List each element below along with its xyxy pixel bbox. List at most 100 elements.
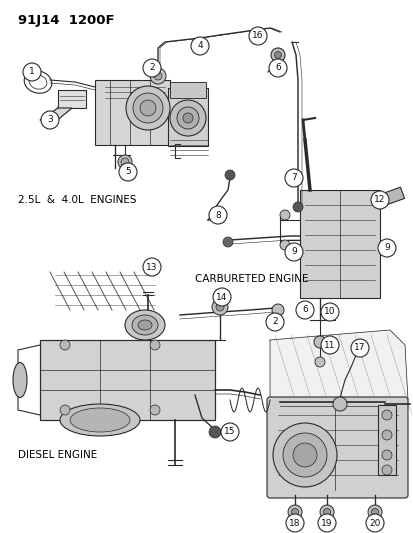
Circle shape [183,113,192,123]
Circle shape [332,397,346,411]
Circle shape [266,313,283,331]
Polygon shape [269,330,407,420]
Bar [58,90,86,108]
Bar [168,88,207,146]
Circle shape [209,206,226,224]
Circle shape [133,93,163,123]
Circle shape [319,505,333,519]
Circle shape [221,423,238,441]
Circle shape [170,100,206,136]
Bar [40,340,214,420]
Text: 5: 5 [125,167,131,176]
Bar [377,405,395,475]
Circle shape [370,508,377,515]
Circle shape [154,72,161,80]
Circle shape [223,237,233,247]
Text: 2: 2 [149,63,154,72]
Text: 20: 20 [368,519,380,528]
Text: 14: 14 [216,293,227,302]
Circle shape [211,299,228,315]
Ellipse shape [138,320,152,330]
Text: 91J14  1200F: 91J14 1200F [18,14,114,27]
Circle shape [60,405,70,415]
Text: 18: 18 [289,519,300,528]
Text: 4: 4 [197,42,202,51]
Circle shape [381,430,391,440]
Circle shape [119,163,137,181]
Circle shape [140,100,156,116]
Ellipse shape [13,362,27,398]
Text: 2: 2 [271,318,277,327]
Text: 2.5L  &  4.0L  ENGINES: 2.5L & 4.0L ENGINES [18,195,136,205]
Text: 10: 10 [323,308,335,317]
Circle shape [190,37,209,55]
Circle shape [118,155,132,169]
Text: 17: 17 [354,343,365,352]
Text: 16: 16 [252,31,263,41]
Ellipse shape [132,315,158,335]
Circle shape [367,505,381,519]
Circle shape [284,243,302,261]
Text: 13: 13 [146,262,157,271]
Ellipse shape [70,408,130,432]
Circle shape [271,304,283,316]
Text: 8: 8 [215,211,221,220]
Ellipse shape [60,404,140,436]
Text: 15: 15 [224,427,235,437]
Text: 6: 6 [275,63,280,72]
Bar [95,80,170,145]
Circle shape [150,340,159,350]
Circle shape [279,210,289,220]
Circle shape [23,63,41,81]
Circle shape [285,514,303,532]
Text: 19: 19 [320,519,332,528]
Circle shape [381,410,391,420]
Circle shape [291,508,298,515]
Circle shape [381,465,391,475]
Circle shape [287,505,301,519]
Circle shape [272,423,336,487]
Text: 9: 9 [290,247,296,256]
Text: 12: 12 [373,196,385,205]
Text: 3: 3 [47,116,53,125]
Circle shape [41,111,59,129]
Circle shape [150,405,159,415]
Text: 9: 9 [383,244,389,253]
Circle shape [142,59,161,77]
Circle shape [317,514,335,532]
Circle shape [60,340,70,350]
Circle shape [313,336,325,348]
Ellipse shape [125,310,165,340]
Circle shape [365,514,383,532]
Text: DIESEL ENGINE: DIESEL ENGINE [18,450,97,460]
Text: 6: 6 [301,305,307,314]
Circle shape [279,240,289,250]
Circle shape [320,303,338,321]
Circle shape [216,303,223,311]
Text: 1: 1 [29,68,35,77]
Circle shape [381,450,391,460]
Circle shape [292,202,302,212]
Circle shape [121,158,129,166]
Circle shape [377,239,395,257]
Circle shape [282,433,326,477]
Circle shape [370,191,388,209]
FancyBboxPatch shape [266,397,407,498]
Bar [170,82,206,98]
Circle shape [350,339,368,357]
Polygon shape [40,108,72,122]
Circle shape [323,508,330,515]
Circle shape [271,48,284,62]
Circle shape [224,170,235,180]
Circle shape [284,169,302,187]
Circle shape [268,59,286,77]
Circle shape [177,107,199,129]
Circle shape [248,27,266,45]
Circle shape [295,301,313,319]
Circle shape [209,426,221,438]
Circle shape [314,357,324,367]
Circle shape [126,86,170,130]
Circle shape [142,258,161,276]
Text: 7: 7 [290,174,296,182]
Circle shape [274,52,281,59]
